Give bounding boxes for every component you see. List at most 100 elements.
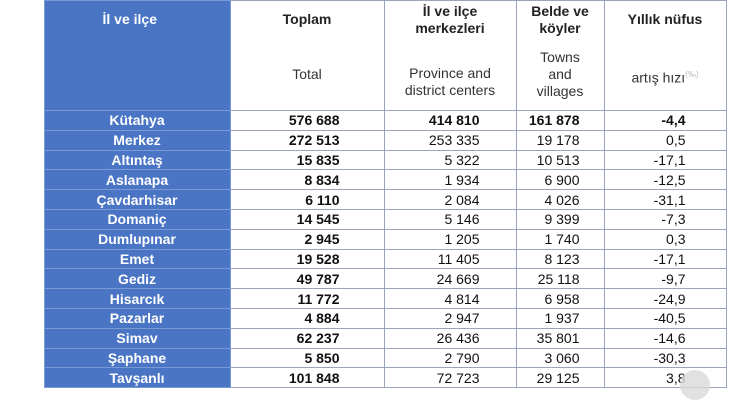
left-margin [0, 229, 44, 250]
population-table: İl ve ilçe Toplam Total İl ve ilçe merke… [0, 0, 740, 389]
village-population: 8 123 [515, 248, 605, 270]
center-population: 2 947 [383, 307, 517, 329]
right-margin [726, 169, 740, 190]
center-population: 2 084 [383, 189, 517, 210]
growth-rate: -17,1 [603, 248, 727, 270]
total-population: 2 945 [229, 228, 385, 250]
right-margin [726, 268, 740, 289]
right-margin [726, 249, 740, 269]
growth-rate: -40,5 [603, 307, 727, 329]
table-row: Hisarcık 11 772 4 814 6 958 -24,9 [0, 288, 740, 309]
total-population: 576 688 [229, 110, 385, 131]
table-row: Domaniç 14 545 5 146 9 399 -7,3 [0, 208, 740, 230]
district-name: Aslanapa [43, 169, 231, 191]
district-name: Şaphane [43, 347, 231, 369]
header-growth-rate-unit: (‰) [685, 70, 699, 79]
center-population: 5 146 [383, 208, 517, 230]
header-villages-en-2: and [548, 66, 572, 82]
growth-rate: -24,9 [603, 288, 727, 309]
header-centers-en-1: Province and [409, 65, 491, 81]
total-population: 49 787 [229, 268, 385, 290]
right-margin [726, 110, 740, 131]
header-centers: İl ve ilçe merkezleri Province and distr… [383, 0, 517, 111]
growth-rate: 0,3 [603, 228, 727, 250]
table-row: Merkez 272 513 253 335 19 178 0,5 [0, 129, 740, 151]
village-population: 1 937 [515, 307, 605, 329]
table-row: Emet 19 528 11 405 8 123 -17,1 [0, 248, 740, 270]
growth-rate: -4,4 [603, 110, 727, 131]
total-population: 19 528 [229, 248, 385, 270]
table-row: Kütahya 576 688 414 810 161 878 -4,4 [0, 110, 740, 131]
total-population: 272 513 [229, 129, 385, 151]
header-villages: Belde ve köyler Towns and villages [515, 0, 605, 111]
watermark-circle-icon [680, 370, 710, 400]
growth-rate: -9,7 [603, 268, 727, 290]
right-margin [726, 150, 740, 170]
district-name: Dumlupınar [43, 228, 231, 250]
left-margin [0, 209, 44, 230]
center-population: 11 405 [383, 248, 517, 270]
left-margin [0, 268, 44, 289]
table-row: Pazarlar 4 884 2 947 1 937 -40,5 [0, 307, 740, 329]
header-province-district-label: İl ve ilçe [102, 11, 157, 27]
right-margin [726, 189, 740, 210]
village-population: 29 125 [515, 367, 605, 389]
village-population: 9 399 [515, 208, 605, 230]
growth-rate: -31,1 [603, 189, 727, 210]
table-row: Altıntaş 15 835 5 322 10 513 -17,1 [0, 149, 740, 171]
table-row: Tavşanlı 101 848 72 723 29 125 3,8 [0, 367, 740, 389]
district-name: Gediz [43, 268, 231, 290]
center-population: 26 436 [383, 327, 517, 349]
village-population: 3 060 [515, 347, 605, 369]
total-population: 6 110 [229, 189, 385, 210]
header-centers-tr-2: merkezleri [415, 20, 485, 36]
district-name: Domaniç [43, 208, 231, 230]
header-villages-en-1: Towns [540, 49, 580, 65]
left-margin [0, 150, 44, 170]
growth-rate: -12,5 [603, 169, 727, 191]
right-margin [726, 308, 740, 329]
village-population: 19 178 [515, 129, 605, 151]
header-growth-rate: Yıllık nüfus artış hızı(‰) [603, 0, 727, 111]
district-name: Simav [43, 327, 231, 349]
right-margin [726, 328, 740, 349]
total-population: 5 850 [229, 347, 385, 369]
header-growth-rate-tr-2-wrap: artış hızı(‰) [605, 66, 725, 87]
total-population: 11 772 [229, 288, 385, 309]
growth-rate: -14,6 [603, 327, 727, 349]
left-margin [0, 169, 44, 190]
table-header-row: İl ve ilçe Toplam Total İl ve ilçe merke… [0, 0, 740, 111]
left-margin [0, 288, 44, 309]
header-villages-tr-2: köyler [539, 20, 581, 36]
header-province-district: İl ve ilçe [43, 0, 231, 111]
center-population: 24 669 [383, 268, 517, 290]
district-name: Emet [43, 248, 231, 270]
header-total-tr: Toplam [282, 11, 332, 27]
center-population: 4 814 [383, 288, 517, 309]
header-centers-tr-1: İl ve ilçe [422, 3, 478, 19]
left-margin [0, 348, 44, 368]
district-name: Kütahya [43, 110, 231, 131]
left-margin [0, 367, 44, 388]
village-population: 161 878 [515, 110, 605, 131]
total-population: 14 545 [229, 208, 385, 230]
center-population: 72 723 [383, 367, 517, 389]
right-margin [726, 130, 740, 151]
left-margin [0, 0, 44, 111]
right-margin [726, 229, 740, 250]
left-margin [0, 110, 44, 131]
right-margin [726, 348, 740, 368]
table-row: Çavdarhisar 6 110 2 084 4 026 -31,1 [0, 189, 740, 210]
header-total-en: Total [292, 66, 322, 82]
header-growth-rate-tr-2: artış hızı [631, 69, 686, 86]
header-centers-en-2: district centers [404, 82, 496, 98]
total-population: 62 237 [229, 327, 385, 349]
total-population: 101 848 [229, 367, 385, 389]
village-population: 1 740 [515, 228, 605, 250]
district-name: Pazarlar [43, 307, 231, 329]
district-name: Altıntaş [43, 149, 231, 171]
table-row: Gediz 49 787 24 669 25 118 -9,7 [0, 268, 740, 290]
center-population: 2 790 [383, 347, 517, 369]
growth-rate: -7,3 [603, 208, 727, 230]
table-row: Aslanapa 8 834 1 934 6 900 -12,5 [0, 169, 740, 191]
